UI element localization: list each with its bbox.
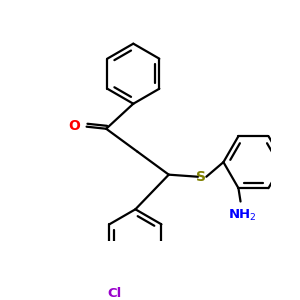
Text: Cl: Cl <box>107 287 122 300</box>
Text: O: O <box>68 119 80 133</box>
Text: NH$_2$: NH$_2$ <box>228 208 257 223</box>
Text: S: S <box>196 170 206 184</box>
